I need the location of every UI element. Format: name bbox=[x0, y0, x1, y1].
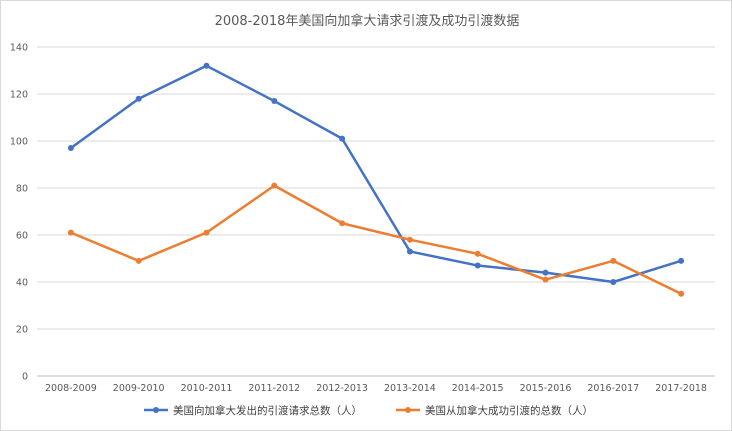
y-tick-label: 120 bbox=[10, 90, 28, 101]
y-tick-label: 80 bbox=[16, 184, 28, 195]
data-point bbox=[67, 145, 74, 152]
data-point bbox=[135, 257, 142, 264]
data-point bbox=[678, 257, 685, 264]
legend-label: 美国从加拿大成功引渡的总数（人） bbox=[425, 404, 593, 417]
y-tick-label: 140 bbox=[10, 43, 28, 54]
legend-marker bbox=[153, 407, 159, 413]
legend-item: 美国向加拿大发出的引渡请求总数（人） bbox=[144, 404, 362, 417]
y-axis-ticks: 0 20 40 60 80 100 120 140 bbox=[10, 43, 28, 383]
x-tick-label: 2015-2016 bbox=[520, 383, 572, 394]
x-tick-label: 2010-2011 bbox=[181, 383, 233, 394]
data-point bbox=[271, 98, 278, 105]
x-tick-label: 2017-2018 bbox=[655, 383, 707, 394]
data-point bbox=[339, 135, 346, 142]
data-point bbox=[203, 229, 210, 236]
x-tick-label: 2012-2013 bbox=[316, 383, 368, 394]
data-point bbox=[474, 262, 481, 269]
series-line bbox=[69, 184, 683, 295]
data-point bbox=[542, 276, 549, 283]
x-tick-label: 2009-2010 bbox=[113, 383, 165, 394]
y-tick-label: 40 bbox=[16, 278, 28, 289]
series-lines bbox=[67, 62, 685, 297]
y-tick-label: 0 bbox=[22, 372, 28, 383]
x-tick-label: 2013-2014 bbox=[384, 383, 436, 394]
series-line bbox=[69, 64, 683, 284]
data-point bbox=[203, 62, 210, 69]
legend-item: 美国从加拿大成功引渡的总数（人） bbox=[396, 404, 593, 417]
data-point bbox=[678, 290, 685, 297]
x-tick-label: 2011-2012 bbox=[248, 383, 300, 394]
data-point bbox=[339, 220, 346, 227]
data-point bbox=[610, 279, 617, 285]
x-tick-label: 2014-2015 bbox=[452, 383, 504, 394]
chart-title: 2008-2018年美国向加拿大请求引渡及成功引渡数据 bbox=[215, 13, 520, 29]
legend-label: 美国向加拿大发出的引渡请求总数（人） bbox=[173, 404, 362, 417]
data-point bbox=[67, 229, 74, 236]
x-axis-ticks: 2008-2009 2009-2010 2010-2011 2011-2012 2012… bbox=[45, 383, 707, 394]
y-tick-label: 20 bbox=[16, 325, 28, 336]
legend-marker bbox=[405, 407, 411, 413]
series-2 bbox=[67, 182, 685, 297]
data-point bbox=[406, 236, 413, 243]
x-tick-label: 2008-2009 bbox=[45, 383, 97, 394]
series-1 bbox=[67, 62, 685, 285]
data-point bbox=[406, 248, 413, 255]
data-point bbox=[474, 250, 481, 257]
x-tick-label: 2016-2017 bbox=[587, 383, 639, 394]
data-point bbox=[542, 269, 549, 276]
legend: 美国向加拿大发出的引渡请求总数（人） 美国从加拿大成功引渡的总数（人） bbox=[144, 404, 593, 417]
data-point bbox=[610, 257, 617, 264]
data-point bbox=[135, 95, 142, 102]
y-tick-label: 60 bbox=[16, 231, 28, 242]
data-point bbox=[271, 182, 278, 189]
y-tick-label: 100 bbox=[10, 137, 28, 148]
